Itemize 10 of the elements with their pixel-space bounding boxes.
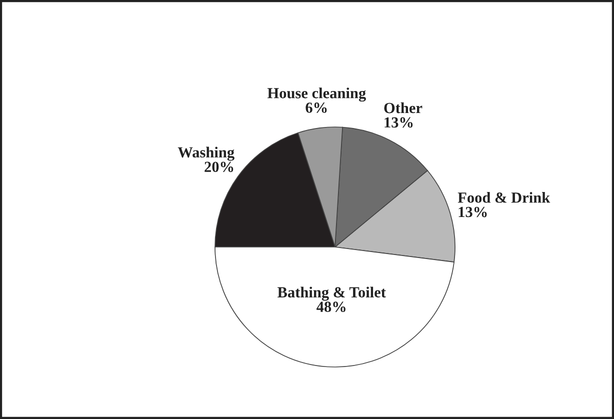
data-label: 13% bbox=[384, 117, 413, 128]
slice-label: Other bbox=[384, 102, 422, 114]
slice-label: Washing bbox=[178, 146, 234, 161]
data-label: 6% bbox=[306, 102, 327, 113]
slice-label: Food & Drink bbox=[458, 192, 550, 203]
data-label: 48% bbox=[316, 302, 346, 312]
slice-label: Bathing & Toilet bbox=[278, 286, 386, 301]
data-label: 13% bbox=[458, 206, 487, 218]
slice-label: House cleaning bbox=[267, 88, 366, 102]
data-label: 20% bbox=[204, 162, 234, 172]
